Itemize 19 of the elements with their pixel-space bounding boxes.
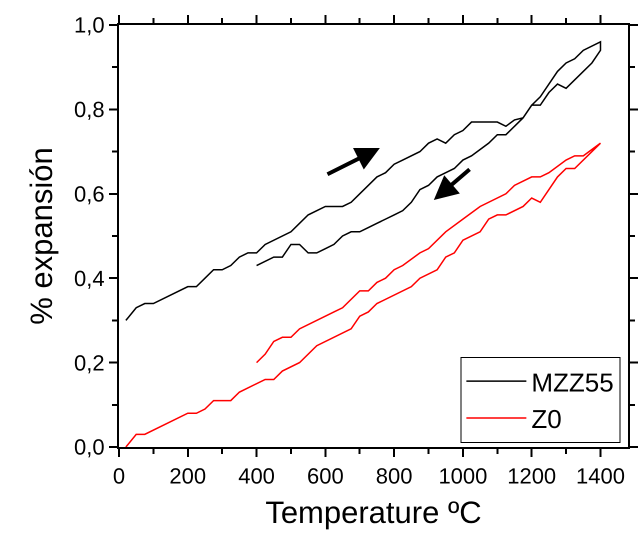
x-axis-title: Temperature ºC xyxy=(265,495,482,530)
legend-label: Z0 xyxy=(531,404,562,434)
y-tick-label: 0,2 xyxy=(74,350,105,376)
x-tick-label: 200 xyxy=(169,463,206,488)
x-tick-label: 400 xyxy=(238,463,275,488)
y-tick-label: 0,8 xyxy=(74,97,105,122)
x-tick-label: 1000 xyxy=(438,463,488,488)
y-tick-label: 1,0 xyxy=(74,12,105,38)
x-tick-label: 600 xyxy=(306,463,344,488)
y-tick-label: 0,4 xyxy=(74,266,105,291)
x-tick-label: 1200 xyxy=(507,463,556,488)
y-tick-label: 0,6 xyxy=(74,182,105,206)
x-tick-label: 800 xyxy=(376,463,412,488)
line-series xyxy=(125,41,602,322)
x-tick-label: 0 xyxy=(112,463,126,488)
y-tick-label: 0,0 xyxy=(74,434,105,460)
legend-label: MZZ55 xyxy=(531,367,614,398)
x-tick-label: 1400 xyxy=(576,463,625,488)
y-axis-title: % expansión xyxy=(24,147,60,325)
